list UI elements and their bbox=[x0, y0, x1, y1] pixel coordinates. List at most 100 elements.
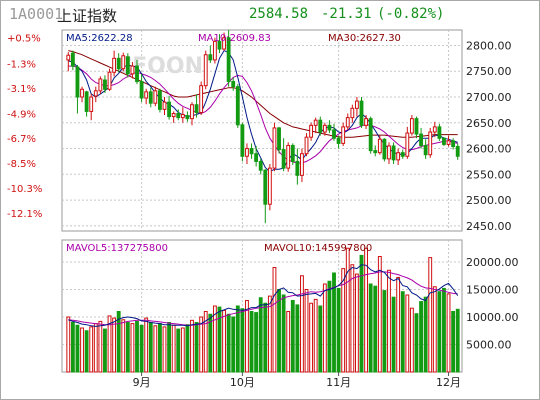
candle-body-down bbox=[217, 40, 222, 50]
candle-body-down bbox=[400, 152, 405, 157]
candle bbox=[144, 88, 149, 105]
candle bbox=[84, 90, 89, 117]
volume-bar-down bbox=[332, 272, 336, 373]
candle bbox=[313, 117, 318, 134]
candle-body-up bbox=[304, 136, 309, 155]
candle bbox=[400, 149, 405, 159]
candle bbox=[112, 50, 117, 77]
candle bbox=[354, 97, 359, 117]
candle-body-down bbox=[423, 144, 428, 156]
candle bbox=[455, 143, 460, 160]
candle-body-up bbox=[428, 131, 433, 156]
candle-body-up bbox=[153, 90, 158, 104]
candle bbox=[442, 137, 446, 146]
volume-bar-up bbox=[222, 309, 226, 373]
volume-bar-down bbox=[116, 311, 121, 373]
price-tick-label: 2750.00 bbox=[466, 65, 512, 78]
volume-bar-down bbox=[258, 297, 263, 373]
candle bbox=[432, 121, 437, 138]
volume-ma-lines bbox=[68, 264, 459, 327]
volume-bar-up bbox=[162, 326, 167, 373]
candle-body-up bbox=[245, 148, 249, 157]
percent-tick-label: -1.3% bbox=[7, 60, 36, 71]
candle-body-down bbox=[254, 153, 259, 162]
candle-body-up bbox=[130, 65, 135, 75]
candle-body-up bbox=[405, 132, 410, 157]
volume-bar-up bbox=[387, 269, 391, 373]
price-tick-label: 2500.00 bbox=[466, 194, 512, 207]
date-axis: 9月 10月 11月 12月 bbox=[133, 372, 461, 389]
candle bbox=[428, 127, 433, 158]
volume-bar-up bbox=[93, 323, 98, 373]
volume-bar-down bbox=[103, 328, 107, 373]
candle-body-up bbox=[387, 145, 391, 160]
volume-bar-up bbox=[405, 294, 410, 373]
candle bbox=[382, 138, 387, 162]
candle-body-up bbox=[345, 117, 350, 128]
volume-bar-down bbox=[373, 285, 378, 373]
candle bbox=[258, 158, 263, 175]
volume-bar-down bbox=[281, 294, 286, 373]
date-tick-label: 9月 bbox=[133, 376, 151, 389]
candle bbox=[176, 109, 181, 121]
candle bbox=[203, 50, 208, 90]
candle bbox=[157, 88, 162, 113]
candle bbox=[286, 142, 291, 172]
volume-legend-item: MAVOL5:137275800 bbox=[66, 243, 168, 254]
candle bbox=[148, 87, 153, 108]
candle bbox=[327, 120, 332, 134]
candle bbox=[341, 122, 346, 146]
candle-body-down bbox=[290, 144, 295, 162]
volume-bar-up bbox=[350, 264, 355, 373]
candle bbox=[300, 148, 304, 183]
volume-bar-up bbox=[199, 316, 204, 373]
candle bbox=[409, 115, 414, 136]
percent-axis: +0.5% -1.3% -3.1% -4.9% -6.7% -8.5% -10.3% -12.… bbox=[7, 34, 42, 220]
volume-bar-down bbox=[327, 280, 332, 373]
last-price: 2584.58 bbox=[249, 6, 309, 22]
volume-bar-up bbox=[144, 317, 149, 373]
candle bbox=[263, 169, 268, 224]
candle-body-up bbox=[432, 126, 437, 133]
volume-bar-up bbox=[180, 327, 185, 373]
candle-body-down bbox=[157, 90, 162, 110]
candle bbox=[272, 122, 277, 172]
candle-body-down bbox=[332, 129, 336, 139]
candle bbox=[368, 116, 373, 154]
candle bbox=[180, 107, 185, 123]
candle bbox=[107, 68, 112, 91]
candle-body-up bbox=[190, 104, 194, 120]
candle-body-down bbox=[455, 145, 460, 157]
candle-body-down bbox=[125, 56, 130, 75]
candle bbox=[364, 115, 369, 129]
candle-body-up bbox=[409, 118, 414, 134]
volume-bar-down bbox=[318, 305, 323, 373]
price-change-percent: (-0.82%) bbox=[377, 6, 445, 22]
volume-bar-down bbox=[176, 328, 181, 373]
candle bbox=[231, 77, 236, 91]
candle bbox=[419, 127, 423, 149]
candle-body-down bbox=[437, 126, 442, 139]
candle bbox=[254, 145, 259, 167]
volume-bar-down bbox=[226, 313, 231, 373]
date-tick-label: 12月 bbox=[436, 376, 461, 389]
volume-bar-up bbox=[212, 305, 217, 373]
volume-bar-down bbox=[139, 324, 144, 373]
candle-body-down bbox=[368, 118, 373, 152]
candle bbox=[98, 76, 103, 94]
candle-body-down bbox=[327, 124, 332, 131]
candle bbox=[190, 102, 194, 126]
volume-bar-down bbox=[336, 287, 341, 373]
candle bbox=[212, 37, 217, 64]
ma-legend: MA5:2622.28 MA10:2609.83 MA30:2627.30 bbox=[66, 33, 401, 44]
candle bbox=[235, 84, 240, 128]
candle-body-down bbox=[295, 160, 300, 176]
candle bbox=[139, 73, 144, 103]
candle bbox=[451, 138, 456, 150]
candle-body-up bbox=[446, 140, 451, 145]
percent-tick-label: -3.1% bbox=[7, 84, 36, 95]
candle-body-up bbox=[354, 100, 359, 109]
candle-body-up bbox=[350, 107, 355, 119]
percent-tick-label: -6.7% bbox=[7, 134, 36, 145]
volume-bar-down bbox=[70, 322, 75, 373]
